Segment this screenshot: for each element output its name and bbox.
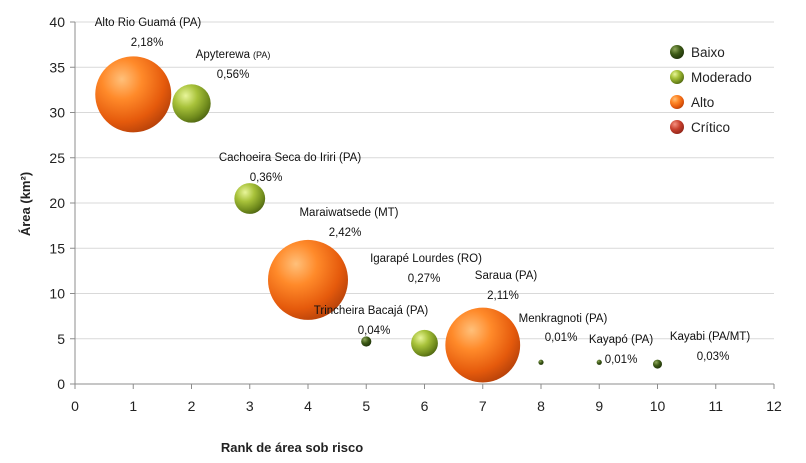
x-axis-title: Rank de área sob risco xyxy=(221,440,363,455)
x-tick-label-5: 5 xyxy=(362,398,370,414)
data-label-pct-0: 2,18% xyxy=(131,37,164,49)
legend-marker-moderado xyxy=(670,70,684,84)
data-label-name-5: Igarapé Lourdes (RO) xyxy=(370,253,482,265)
bubbles xyxy=(95,56,662,383)
legend: Baixo Moderado Alto Crítico xyxy=(670,45,752,135)
y-tick-label-8: 40 xyxy=(49,14,65,30)
legend-label-moderado: Moderado xyxy=(691,70,752,85)
y-tick-label-5: 25 xyxy=(49,150,65,166)
legend-marker-alto xyxy=(670,95,684,109)
data-label-pct-8: 0,01% xyxy=(605,354,638,366)
data-label-pct-5: 0,27% xyxy=(408,273,441,285)
x-tick-label-10: 10 xyxy=(650,398,666,414)
gridlines xyxy=(75,21,774,385)
bubble-7 xyxy=(538,359,544,365)
y-tick-label-1: 5 xyxy=(57,331,65,347)
data-label-name-7: Menkragnoti (PA) xyxy=(519,313,608,325)
x-tick-label-11: 11 xyxy=(708,398,723,414)
bubble-0 xyxy=(95,56,172,133)
data-label-name-6: Saraua (PA) xyxy=(475,270,538,282)
legend-label-alto: Alto xyxy=(691,95,714,110)
bubble-8 xyxy=(596,359,602,365)
bubble-6 xyxy=(445,307,521,383)
y-tick-label-0: 0 xyxy=(57,376,65,392)
data-label-name-4: Trincheira Bacajá (PA) xyxy=(314,305,429,317)
x-tick-label-9: 9 xyxy=(595,398,603,414)
legend-marker-critico xyxy=(670,120,684,134)
y-axis-title: Área (km²) xyxy=(18,172,33,236)
y-tick-label-7: 35 xyxy=(49,59,65,75)
data-label-pct-7: 0,01% xyxy=(545,332,578,344)
data-label-name-8: Kayapó (PA) xyxy=(589,334,654,346)
data-label-pct-2: 0,36% xyxy=(250,172,283,184)
x-tick-label-8: 8 xyxy=(537,398,545,414)
y-tick-label-6: 30 xyxy=(49,105,65,121)
data-label-pct-4: 0,04% xyxy=(358,325,391,337)
data-label-pct-9: 0,03% xyxy=(697,351,730,363)
data-labels: Alto Rio Guamá (PA) 2,18% Apyterewa (PA) 0,5… xyxy=(95,17,751,366)
x-tick-label-2: 2 xyxy=(188,398,196,414)
y-tick-label-4: 20 xyxy=(49,195,65,211)
legend-label-critico: Crítico xyxy=(691,120,730,135)
data-label-pct-1: 0,56% xyxy=(217,69,250,81)
y-tick-label-3: 15 xyxy=(49,240,65,256)
bubble-1 xyxy=(172,84,211,123)
legend-marker-baixo xyxy=(670,45,684,59)
x-tick-label-6: 6 xyxy=(421,398,429,414)
bubble-3 xyxy=(268,239,348,320)
data-label-pct-6: 2,11% xyxy=(487,290,519,302)
x-tick-label-12: 12 xyxy=(766,398,782,414)
x-tick-label-1: 1 xyxy=(129,398,137,414)
x-tick-labels: 0 1 2 3 4 5 6 7 8 9 10 11 12 xyxy=(71,384,782,414)
legend-label-baixo: Baixo xyxy=(691,45,725,60)
data-label-name-2: Cachoeira Seca do Iriri (PA) xyxy=(219,152,361,164)
x-tick-label-7: 7 xyxy=(479,398,487,414)
data-label-pct-3: 2,42% xyxy=(329,227,362,239)
data-label-name-3: Maraiwatsede (MT) xyxy=(299,207,398,219)
bubble-9 xyxy=(653,359,662,369)
y-tick-labels: 0 5 10 15 20 25 30 35 40 xyxy=(49,14,75,392)
data-label-name-0: Alto Rio Guamá (PA) xyxy=(95,17,202,29)
bubble-2 xyxy=(234,183,266,214)
bubble-4 xyxy=(361,336,372,347)
x-tick-label-4: 4 xyxy=(304,398,312,414)
x-tick-label-0: 0 xyxy=(71,398,79,414)
data-label-name-1: Apyterewa (PA) xyxy=(196,49,271,61)
data-label-name-9: Kayabi (PA/MT) xyxy=(670,331,750,343)
x-tick-label-3: 3 xyxy=(246,398,254,414)
bubble-5 xyxy=(411,329,438,357)
y-tick-label-2: 10 xyxy=(49,286,65,302)
